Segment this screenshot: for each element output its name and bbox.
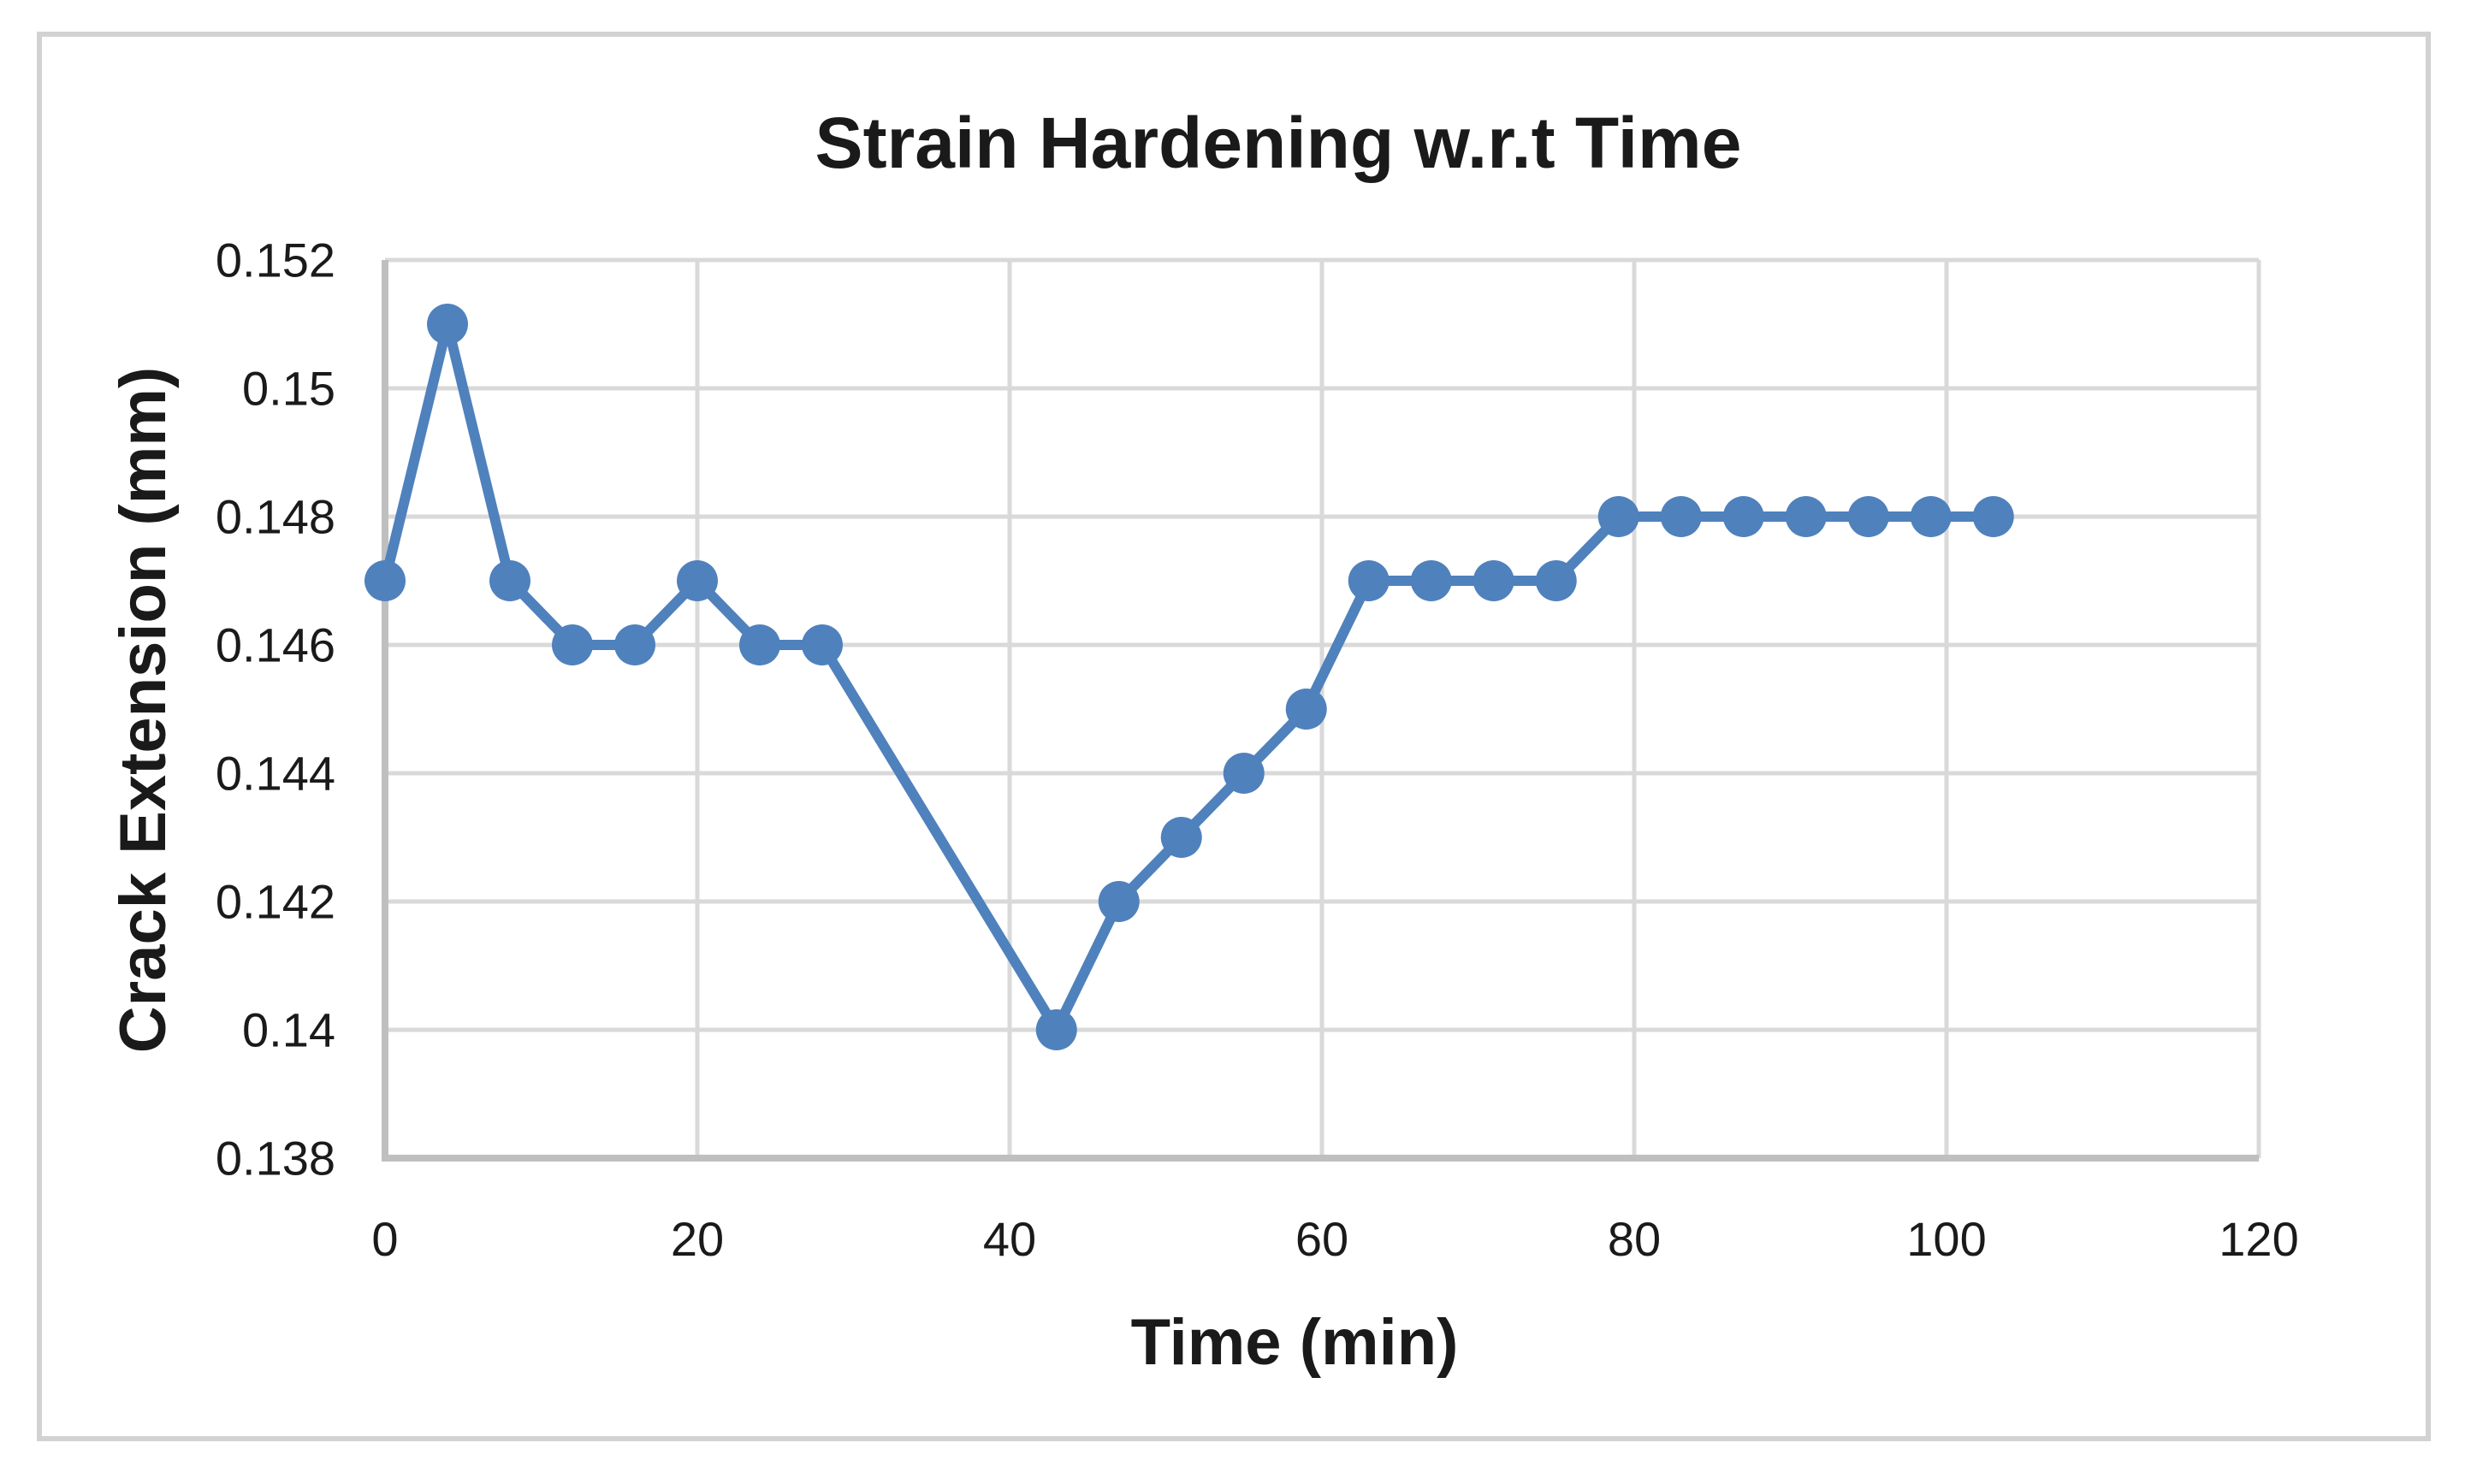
y-tick-label: 0.146 bbox=[216, 618, 335, 672]
data-point-marker bbox=[1410, 560, 1452, 601]
data-point-marker bbox=[1285, 689, 1327, 730]
y-axis-title: Crack Extension (mm) bbox=[107, 367, 180, 1053]
chart-title: Strain Hardening w.r.t Time bbox=[815, 103, 1742, 183]
data-point-marker bbox=[1847, 496, 1889, 537]
axes bbox=[382, 260, 2259, 1162]
y-tick-label: 0.152 bbox=[216, 234, 335, 287]
tick-labels: 0.152 0.15 0.148 0.146 0.144 0.142 0.14 0.138 0 2… bbox=[216, 234, 2299, 1267]
y-tick-label: 0.14 bbox=[242, 1003, 335, 1057]
data-series bbox=[364, 304, 2014, 1050]
y-tick-label: 0.148 bbox=[216, 490, 335, 544]
x-axis-title: Time (min) bbox=[1131, 1306, 1459, 1379]
data-point-marker bbox=[1910, 496, 1952, 537]
data-point-marker bbox=[1722, 496, 1764, 537]
data-point-marker bbox=[1473, 560, 1514, 601]
data-point-marker bbox=[739, 624, 780, 665]
x-tick-label: 40 bbox=[983, 1212, 1036, 1266]
data-point-marker bbox=[1035, 1009, 1077, 1050]
data-point-marker bbox=[1535, 560, 1577, 601]
x-tick-label: 80 bbox=[1608, 1212, 1661, 1266]
gridlines bbox=[385, 257, 2261, 1158]
x-tick-label: 0 bbox=[371, 1212, 398, 1266]
data-point-marker bbox=[802, 624, 843, 665]
data-point-marker bbox=[489, 560, 530, 601]
data-point-marker bbox=[1160, 817, 1202, 858]
y-tick-label: 0.15 bbox=[242, 362, 335, 416]
data-point-marker bbox=[1223, 753, 1265, 794]
data-point-marker bbox=[427, 304, 468, 345]
y-tick-label: 0.142 bbox=[216, 875, 335, 929]
chart-area-border bbox=[37, 32, 2431, 1441]
data-point-marker bbox=[364, 560, 406, 601]
data-point-marker bbox=[614, 624, 655, 665]
x-tick-label: 100 bbox=[1906, 1212, 1986, 1266]
data-point-marker bbox=[552, 624, 593, 665]
x-tick-label: 120 bbox=[2219, 1212, 2298, 1266]
data-point-marker bbox=[1972, 496, 2014, 537]
data-point-marker bbox=[1098, 881, 1140, 922]
y-tick-label: 0.138 bbox=[216, 1132, 335, 1185]
data-point-marker bbox=[1597, 496, 1639, 537]
series-line bbox=[380, 319, 1999, 1035]
x-tick-label: 20 bbox=[671, 1212, 724, 1266]
data-point-marker bbox=[1348, 560, 1390, 601]
y-tick-label: 0.144 bbox=[216, 747, 335, 801]
data-point-marker bbox=[1785, 496, 1827, 537]
x-tick-label: 60 bbox=[1295, 1212, 1348, 1266]
data-point-marker bbox=[1660, 496, 1702, 537]
data-point-marker bbox=[677, 560, 718, 601]
